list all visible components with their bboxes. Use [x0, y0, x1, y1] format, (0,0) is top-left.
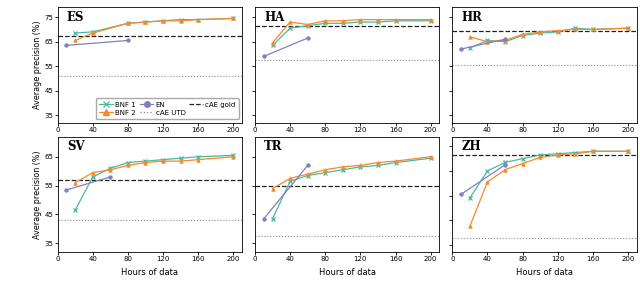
Text: HR: HR — [461, 11, 483, 24]
Text: ES: ES — [67, 11, 84, 24]
Text: HA: HA — [264, 11, 284, 24]
Y-axis label: Average precision (%): Average precision (%) — [33, 150, 42, 239]
X-axis label: Hours of data: Hours of data — [319, 268, 376, 277]
X-axis label: Hours of data: Hours of data — [516, 268, 573, 277]
Y-axis label: Average precision (%): Average precision (%) — [33, 21, 42, 109]
Text: SV: SV — [67, 140, 84, 153]
X-axis label: Hours of data: Hours of data — [122, 268, 179, 277]
Legend: BNF 1, BNF 2, EN, cAE UTD, cAE gold: BNF 1, BNF 2, EN, cAE UTD, cAE gold — [96, 98, 239, 119]
Text: TR: TR — [264, 140, 283, 153]
Text: ZH: ZH — [461, 140, 481, 153]
